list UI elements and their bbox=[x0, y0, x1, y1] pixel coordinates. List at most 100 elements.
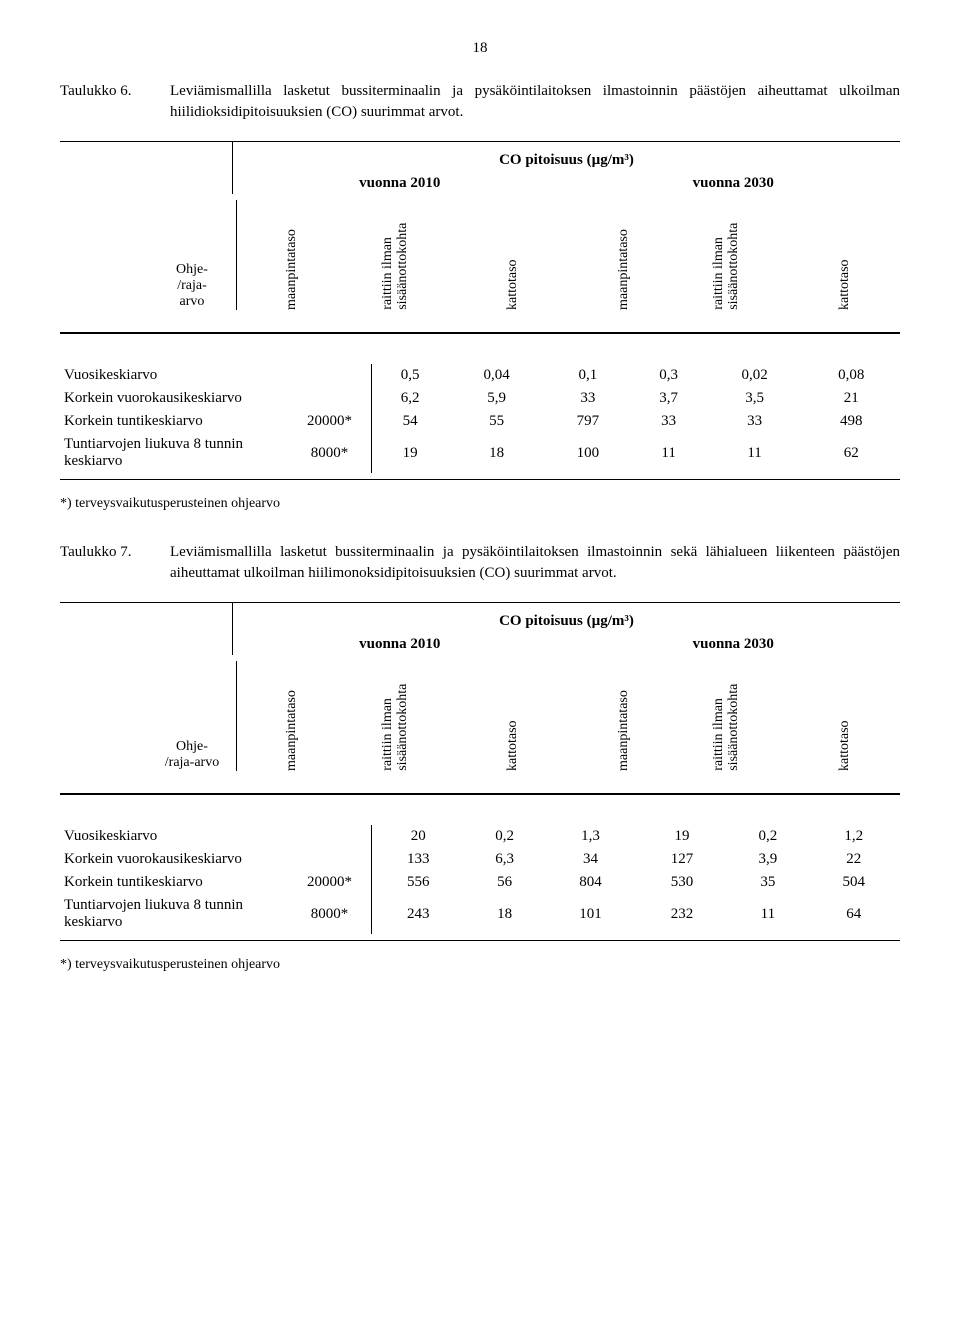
ohje-value bbox=[288, 387, 372, 410]
ohje-value bbox=[288, 825, 372, 848]
cell-value: 498 bbox=[803, 410, 900, 433]
cell-value: 34 bbox=[545, 848, 637, 871]
column-header: kattotaso bbox=[790, 661, 901, 771]
row-label: Vuosikeskiarvo bbox=[60, 364, 288, 387]
table7-unit-title: CO pitoisuus (µg/m³) bbox=[232, 603, 900, 634]
cell-value: 804 bbox=[545, 871, 637, 894]
table6-caption-text: Leviämismallilla lasketut bussiterminaal… bbox=[170, 81, 900, 123]
ohje-value: 8000* bbox=[288, 894, 372, 934]
table6-unit-title: CO pitoisuus (µg/m³) bbox=[232, 142, 900, 173]
column-header: maanpintataso bbox=[569, 200, 680, 310]
cell-value: 797 bbox=[545, 410, 631, 433]
row-label: Korkein tuntikeskiarvo bbox=[60, 410, 288, 433]
table7-caption-text: Leviämismallilla lasketut bussiterminaal… bbox=[170, 542, 900, 584]
column-header: raittiin ilmansisäänottokohta bbox=[679, 661, 790, 771]
row-label: Tuntiarvojen liukuva 8 tunnin keskiarvo bbox=[60, 894, 288, 934]
row-label: Korkein vuorokausikeskiarvo bbox=[60, 387, 288, 410]
table7-caption: Taulukko 7. Leviämismallilla lasketut bu… bbox=[60, 542, 900, 584]
cell-value: 3,9 bbox=[728, 848, 808, 871]
cell-value: 33 bbox=[631, 410, 706, 433]
cell-value: 21 bbox=[803, 387, 900, 410]
cell-value: 0,04 bbox=[448, 364, 545, 387]
rule bbox=[60, 940, 900, 941]
table7-ohje-header: Ohje- /raja-arvo bbox=[152, 739, 236, 771]
cell-value: 11 bbox=[706, 433, 803, 473]
table6-colhead-row: Ohje- /raja- arvo maanpintatasoraittiin … bbox=[60, 200, 900, 332]
cell-value: 6,2 bbox=[372, 387, 449, 410]
column-header: raittiin ilmansisäänottokohta bbox=[679, 200, 790, 310]
cell-value: 0,2 bbox=[728, 825, 808, 848]
column-header: raittiin ilmansisäänottokohta bbox=[348, 200, 459, 310]
ohje-value bbox=[288, 364, 372, 387]
table6-data: Vuosikeskiarvo0,50,040,10,30,020,08Korke… bbox=[60, 364, 900, 473]
cell-value: 33 bbox=[706, 410, 803, 433]
row-label: Korkein tuntikeskiarvo bbox=[60, 871, 288, 894]
cell-value: 0,08 bbox=[803, 364, 900, 387]
cell-value: 64 bbox=[808, 894, 900, 934]
ohje-value: 20000* bbox=[288, 871, 372, 894]
table6-year-a: vuonna 2010 bbox=[233, 175, 567, 192]
cell-value: 127 bbox=[636, 848, 728, 871]
column-header: kattotaso bbox=[458, 200, 569, 310]
cell-value: 556 bbox=[372, 871, 465, 894]
cell-value: 0,2 bbox=[465, 825, 545, 848]
table6-year-b: vuonna 2030 bbox=[567, 175, 901, 192]
cell-value: 0,02 bbox=[706, 364, 803, 387]
cell-value: 133 bbox=[372, 848, 465, 871]
cell-value: 35 bbox=[728, 871, 808, 894]
cell-value: 6,3 bbox=[465, 848, 545, 871]
column-header: raittiin ilmansisäänottokohta bbox=[348, 661, 459, 771]
table-row: Korkein vuorokausikeskiarvo1336,3341273,… bbox=[60, 848, 900, 871]
cell-value: 54 bbox=[372, 410, 449, 433]
column-header: maanpintataso bbox=[237, 200, 348, 310]
column-header: kattotaso bbox=[790, 200, 901, 310]
table-row: Tuntiarvojen liukuva 8 tunnin keskiarvo8… bbox=[60, 894, 900, 934]
cell-value: 18 bbox=[448, 433, 545, 473]
cell-value: 530 bbox=[636, 871, 728, 894]
cell-value: 22 bbox=[808, 848, 900, 871]
cell-value: 56 bbox=[465, 871, 545, 894]
cell-value: 0,5 bbox=[372, 364, 449, 387]
row-label: Tuntiarvojen liukuva 8 tunnin keskiarvo bbox=[60, 433, 288, 473]
cell-value: 62 bbox=[803, 433, 900, 473]
ohje-value bbox=[288, 848, 372, 871]
cell-value: 11 bbox=[728, 894, 808, 934]
table6-ohje-header: Ohje- /raja- arvo bbox=[152, 262, 236, 310]
cell-value: 101 bbox=[545, 894, 637, 934]
page-number: 18 bbox=[60, 40, 900, 57]
table7-caption-label: Taulukko 7. bbox=[60, 542, 170, 584]
cell-value: 19 bbox=[636, 825, 728, 848]
cell-value: 33 bbox=[545, 387, 631, 410]
table6-caption-label: Taulukko 6. bbox=[60, 81, 170, 123]
table-row: Korkein tuntikeskiarvo20000*556568045303… bbox=[60, 871, 900, 894]
cell-value: 5,9 bbox=[448, 387, 545, 410]
table6-caption: Taulukko 6. Leviämismallilla lasketut bu… bbox=[60, 81, 900, 123]
table-row: Tuntiarvojen liukuva 8 tunnin keskiarvo8… bbox=[60, 433, 900, 473]
row-label: Vuosikeskiarvo bbox=[60, 825, 288, 848]
table7-block: CO pitoisuus (µg/m³) vuonna 2010 vuonna … bbox=[60, 602, 900, 941]
column-header: kattotaso bbox=[458, 661, 569, 771]
cell-value: 55 bbox=[448, 410, 545, 433]
table7-year-b: vuonna 2030 bbox=[567, 636, 901, 653]
table6-block: CO pitoisuus (µg/m³) vuonna 2010 vuonna … bbox=[60, 141, 900, 480]
table-row: Vuosikeskiarvo200,21,3190,21,2 bbox=[60, 825, 900, 848]
column-header: maanpintataso bbox=[237, 661, 348, 771]
cell-value: 20 bbox=[372, 825, 465, 848]
table7-footnote: *) terveysvaikutusperusteinen ohjearvo bbox=[60, 957, 900, 973]
table6-footnote: *) terveysvaikutusperusteinen ohjearvo bbox=[60, 496, 900, 512]
cell-value: 18 bbox=[465, 894, 545, 934]
rule bbox=[60, 479, 900, 480]
cell-value: 504 bbox=[808, 871, 900, 894]
cell-value: 1,3 bbox=[545, 825, 637, 848]
table6-year-row: vuonna 2010 vuonna 2030 bbox=[232, 173, 900, 194]
cell-value: 11 bbox=[631, 433, 706, 473]
ohje-value: 20000* bbox=[288, 410, 372, 433]
cell-value: 0,3 bbox=[631, 364, 706, 387]
column-header: maanpintataso bbox=[569, 661, 680, 771]
cell-value: 243 bbox=[372, 894, 465, 934]
cell-value: 100 bbox=[545, 433, 631, 473]
table7-data: Vuosikeskiarvo200,21,3190,21,2Korkein vu… bbox=[60, 825, 900, 934]
table-row: Korkein tuntikeskiarvo20000*545579733334… bbox=[60, 410, 900, 433]
cell-value: 232 bbox=[636, 894, 728, 934]
cell-value: 3,5 bbox=[706, 387, 803, 410]
